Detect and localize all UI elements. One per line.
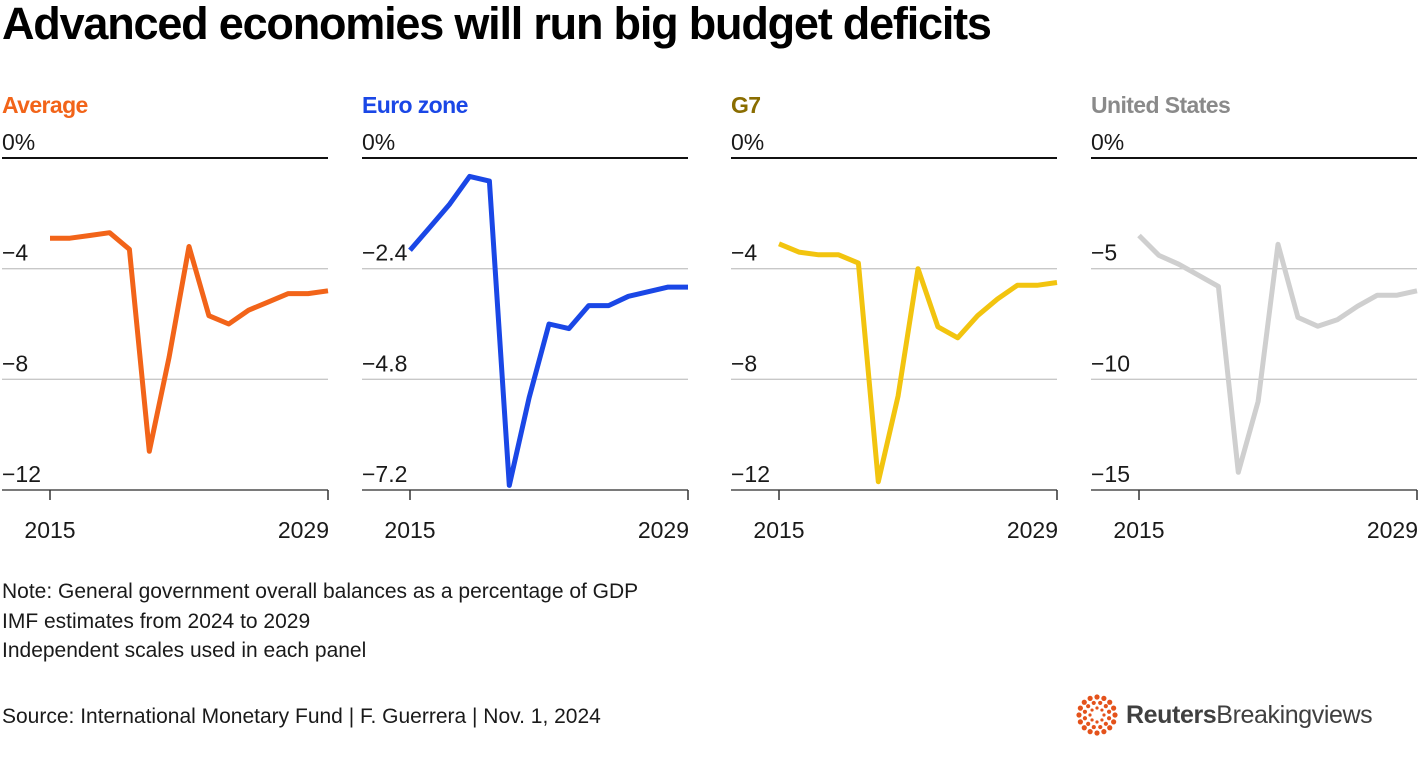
logo-dot <box>1103 704 1108 709</box>
y-tick-label: 0% <box>362 129 395 155</box>
x-tick-label: 2029 <box>278 517 329 543</box>
logo-dot <box>1106 709 1112 714</box>
logo-dot <box>1088 713 1092 717</box>
logo-dot <box>1094 730 1100 736</box>
logo-brand: Reuters <box>1126 700 1217 729</box>
note-line: IMF estimates from 2024 to 2029 <box>2 609 311 633</box>
logo-dot <box>1081 725 1087 731</box>
logo-dot <box>1098 724 1103 730</box>
panel-title: Average <box>2 92 88 118</box>
logo-dot <box>1081 699 1087 705</box>
logo-dot <box>1082 709 1088 714</box>
logo-dot <box>1112 712 1118 718</box>
y-tick-label: −12 <box>2 461 41 487</box>
y-tick-label: −15 <box>1091 461 1130 487</box>
logo-dot <box>1107 699 1113 705</box>
logo-dot <box>1082 716 1088 721</box>
logo-dot <box>1095 706 1099 710</box>
y-tick-label: −4.8 <box>362 350 407 376</box>
logo-dot <box>1077 719 1083 725</box>
x-tick-label: 2015 <box>384 517 435 543</box>
x-tick-label: 2015 <box>24 517 75 543</box>
logo-dot <box>1107 725 1113 731</box>
logo-dot <box>1094 694 1100 700</box>
logo-dot <box>1111 719 1117 725</box>
logo-dot <box>1100 708 1104 712</box>
logo-dot <box>1103 721 1108 726</box>
notes: Note: General government overall balance… <box>2 577 638 666</box>
x-tick-label: 2015 <box>1113 517 1164 543</box>
y-tick-label: 0% <box>731 129 764 155</box>
y-tick-label: −12 <box>731 461 770 487</box>
y-tick-label: 0% <box>2 129 35 155</box>
y-tick-label: −4 <box>2 240 28 266</box>
logo-dot <box>1111 705 1117 711</box>
y-tick-label: 0% <box>1091 129 1124 155</box>
panel-title: United States <box>1091 92 1230 118</box>
reuters-breakingviews-logo[interactable]: Reuters Breakingviews <box>1076 693 1373 737</box>
y-tick-label: −2.4 <box>362 240 408 266</box>
note-line: Independent scales used in each panel <box>2 639 367 662</box>
y-tick-label: −8 <box>2 350 28 376</box>
logo-dot <box>1087 695 1093 701</box>
x-tick-label: 2029 <box>1367 517 1418 543</box>
logo-dot <box>1106 716 1112 721</box>
chart-title: Advanced economies will run big budget d… <box>2 0 992 49</box>
logo-dot <box>1102 713 1106 717</box>
series-line <box>1137 233 1418 475</box>
logo-product: Breakingviews <box>1216 700 1373 729</box>
note-line: Note: General government overall balance… <box>2 580 639 603</box>
panel-title: G7 <box>731 92 760 118</box>
y-tick-label: −4 <box>731 240 757 266</box>
logo-dot <box>1077 705 1083 711</box>
y-tick-label: −8 <box>731 350 757 376</box>
logo-dot <box>1076 712 1082 718</box>
logo-dot <box>1100 718 1104 722</box>
chart-panels: Average 0% −4 −8 −12 2015 2029 Euro zone 0% −2.4 −… <box>2 92 1418 543</box>
source-credit: Source: International Monetary Fund | F.… <box>2 705 601 728</box>
x-tick-label: 2029 <box>638 517 689 543</box>
series-line <box>778 241 1058 485</box>
series-line <box>408 173 688 488</box>
logo-dot <box>1091 724 1096 730</box>
series-line <box>50 230 329 454</box>
logo-dot <box>1087 729 1093 735</box>
y-tick-label: −5 <box>1091 240 1117 266</box>
y-tick-label: −7.2 <box>362 461 407 487</box>
logo-dot <box>1086 704 1091 709</box>
x-tick-label: 2015 <box>753 517 804 543</box>
logo-dot <box>1101 695 1107 701</box>
reuters-dots-icon <box>1076 694 1118 736</box>
x-tick-label: 2029 <box>1007 517 1058 543</box>
logo-dot <box>1098 700 1103 706</box>
y-tick-label: −10 <box>1091 350 1130 376</box>
logo-dot <box>1101 729 1107 735</box>
logo-dot <box>1090 708 1094 712</box>
logo-dot <box>1095 720 1099 724</box>
logo-dot <box>1091 700 1096 706</box>
panel-title: Euro zone <box>362 92 468 118</box>
logo-dot <box>1086 721 1091 726</box>
logo-dot <box>1090 718 1094 722</box>
